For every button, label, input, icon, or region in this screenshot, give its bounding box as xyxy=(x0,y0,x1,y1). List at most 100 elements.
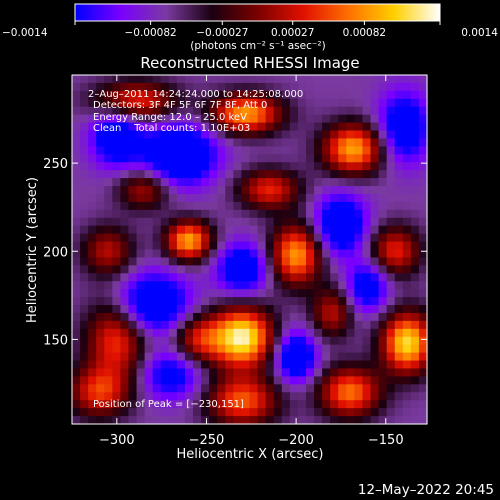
heatmap-cell xyxy=(354,98,364,108)
heatmap-cell xyxy=(297,233,307,243)
heatmap-cell xyxy=(249,265,259,274)
heatmap-cell xyxy=(80,400,89,409)
heatmap-cell xyxy=(104,400,113,409)
heatmap-cell xyxy=(176,170,186,179)
heatmap-cell xyxy=(241,193,251,203)
heatmap-cell xyxy=(330,281,339,290)
heatmap-cell xyxy=(168,217,178,227)
heatmap-cell xyxy=(362,82,372,92)
heatmap-cell xyxy=(305,106,315,116)
annotation-detectors: Detectors: 3F 4F 5F 6F 7F 8F, Att 0 xyxy=(93,100,267,111)
heatmap-cell xyxy=(209,297,218,306)
heatmap-cell xyxy=(88,98,97,108)
heatmap-cell xyxy=(410,217,420,227)
heatmap-cell xyxy=(386,368,396,378)
heatmap-cell xyxy=(305,273,315,282)
heatmap-cell xyxy=(402,297,412,306)
annotations: 2–Aug–2011 14:24:24.000 to 14:25:08.000 … xyxy=(88,89,303,410)
heatmap-cell xyxy=(72,193,81,203)
heatmap-cell xyxy=(289,400,299,409)
heatmap-cell xyxy=(362,225,372,235)
heatmap-cell xyxy=(378,257,388,266)
heatmap-cell xyxy=(120,352,130,362)
heatmap-cell xyxy=(265,114,275,124)
heatmap-cell xyxy=(249,273,259,282)
heatmap-cell xyxy=(176,90,186,100)
heatmap-cell xyxy=(273,193,283,203)
heatmap-cell xyxy=(273,257,283,266)
heatmap-cell xyxy=(330,146,339,155)
heatmap-cell xyxy=(160,400,170,409)
heatmap-cell xyxy=(88,178,97,187)
heatmap-cell xyxy=(241,146,251,155)
heatmap-cell xyxy=(72,305,81,314)
heatmap-cell xyxy=(201,241,210,251)
heatmap-cell xyxy=(168,344,178,354)
heatmap-cell xyxy=(273,75,283,84)
heatmap-cell xyxy=(144,217,154,227)
heatmap-cell xyxy=(346,233,355,243)
heatmap-cell xyxy=(330,225,339,235)
heatmap-cell xyxy=(96,98,105,108)
heatmap-cell xyxy=(144,233,154,243)
heatmap-cell xyxy=(265,289,275,298)
heatmap-cell xyxy=(168,82,178,92)
heatmap-cell xyxy=(201,138,210,147)
heatmap-cell xyxy=(120,384,130,393)
heatmap-cell xyxy=(209,170,218,179)
heatmap-cell xyxy=(136,328,146,338)
heatmap-cell xyxy=(289,376,299,385)
heatmap-cell xyxy=(217,360,226,370)
heatmap-cell xyxy=(120,312,130,322)
heatmap-cell xyxy=(354,400,364,409)
heatmap-cell xyxy=(386,209,396,219)
heatmap-cell xyxy=(338,233,347,243)
heatmap-cell xyxy=(386,162,396,171)
heatmap-cell xyxy=(225,305,234,314)
heatmap-cell xyxy=(273,90,283,100)
heatmap-cell xyxy=(297,90,307,100)
heatmap-cell xyxy=(160,209,170,219)
heatmap-cell xyxy=(354,130,364,140)
heatmap-cell xyxy=(72,154,81,163)
heatmap-cell xyxy=(322,320,331,330)
heatmap-cell xyxy=(217,154,226,163)
heatmap-cell xyxy=(72,146,81,155)
heatmap-cell xyxy=(378,249,388,259)
heatmap-cell xyxy=(297,193,307,203)
heatmap-cell xyxy=(80,344,89,354)
heatmap-cell xyxy=(88,289,97,298)
heatmap-cell xyxy=(217,297,226,306)
heatmap-cell xyxy=(120,416,130,425)
heatmap-cell xyxy=(378,289,388,298)
heatmap-cell xyxy=(241,122,251,132)
heatmap-cell xyxy=(322,400,331,409)
heatmap-cell xyxy=(249,336,259,346)
heatmap-cell xyxy=(386,392,396,401)
heatmap-cell xyxy=(233,233,243,243)
heatmap-cell xyxy=(338,416,347,425)
heatmap-cell xyxy=(144,162,154,171)
heatmap-cell xyxy=(330,249,339,259)
heatmap-cell xyxy=(209,289,218,298)
heatmap-cell xyxy=(168,281,178,290)
heatmap-cell xyxy=(152,416,162,425)
heatmap-cell xyxy=(402,146,412,155)
heatmap-cell xyxy=(104,82,113,92)
heatmap-cell xyxy=(217,162,226,171)
heatmap-cell xyxy=(402,249,412,259)
heatmap-cell xyxy=(193,249,202,259)
heatmap-cell xyxy=(330,170,339,179)
heatmap-cell xyxy=(104,209,113,219)
heatmap-cell xyxy=(386,281,396,290)
heatmap-cell xyxy=(418,98,428,108)
heatmap-cell xyxy=(96,352,105,362)
heatmap-cell xyxy=(225,408,234,417)
heatmap-cell xyxy=(273,344,283,354)
heatmap-cell xyxy=(184,98,194,108)
heatmap-cell xyxy=(201,233,210,243)
heatmap-cell xyxy=(362,368,372,378)
heatmap-cell xyxy=(418,328,428,338)
heatmap-cell xyxy=(104,90,113,100)
heatmap-cell xyxy=(378,336,388,346)
